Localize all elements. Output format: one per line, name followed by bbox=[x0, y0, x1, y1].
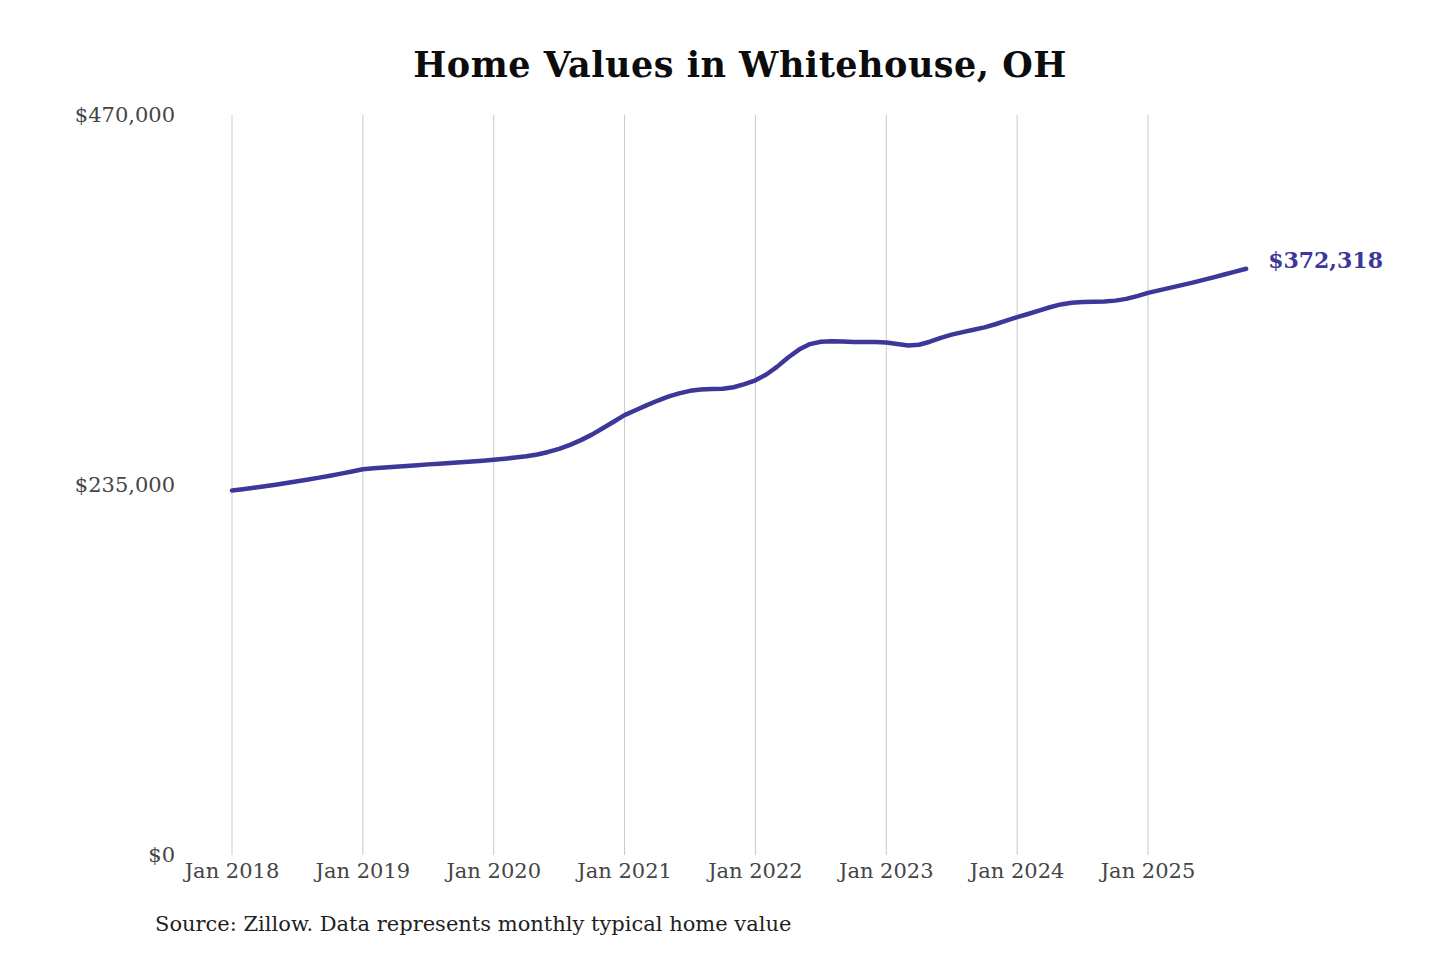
x-axis-labels-group: Jan 2018 Jan 2019 Jan 2020 Jan 2021 Jan 2022… bbox=[183, 859, 1196, 883]
home-value-line bbox=[232, 269, 1246, 491]
y-axis-tick-label: $0 bbox=[148, 843, 175, 867]
x-axis-tick-label: Jan 2023 bbox=[837, 859, 934, 883]
last-value-label: $372,318 bbox=[1268, 247, 1383, 273]
x-axis-tick-label: Jan 2020 bbox=[444, 859, 541, 883]
x-axis-tick-label: Jan 2022 bbox=[706, 859, 803, 883]
x-axis-tick-label: Jan 2019 bbox=[314, 859, 411, 883]
line-chart: $0$235,000$470,000 Jan 2018Jan 2019Jan 2… bbox=[0, 0, 1440, 960]
y-axis-tick-label: $235,000 bbox=[75, 473, 175, 497]
source-note: Source: Zillow. Data represents monthly … bbox=[155, 912, 791, 936]
x-axis-tick-label: Jan 2018 bbox=[183, 859, 280, 883]
y-axis-labels-group: $0 $235,000 $470,000 bbox=[75, 103, 175, 867]
x-axis-tick-label: Jan 2021 bbox=[575, 859, 672, 883]
x-axis-tick-label: Jan 2025 bbox=[1099, 859, 1196, 883]
x-axis-tick-label: Jan 2024 bbox=[968, 859, 1065, 883]
gridlines-group bbox=[232, 115, 1148, 855]
y-axis-tick-label: $470,000 bbox=[75, 103, 175, 127]
chart-page: Home Values in Whitehouse, OH $0$235,000… bbox=[0, 0, 1440, 960]
